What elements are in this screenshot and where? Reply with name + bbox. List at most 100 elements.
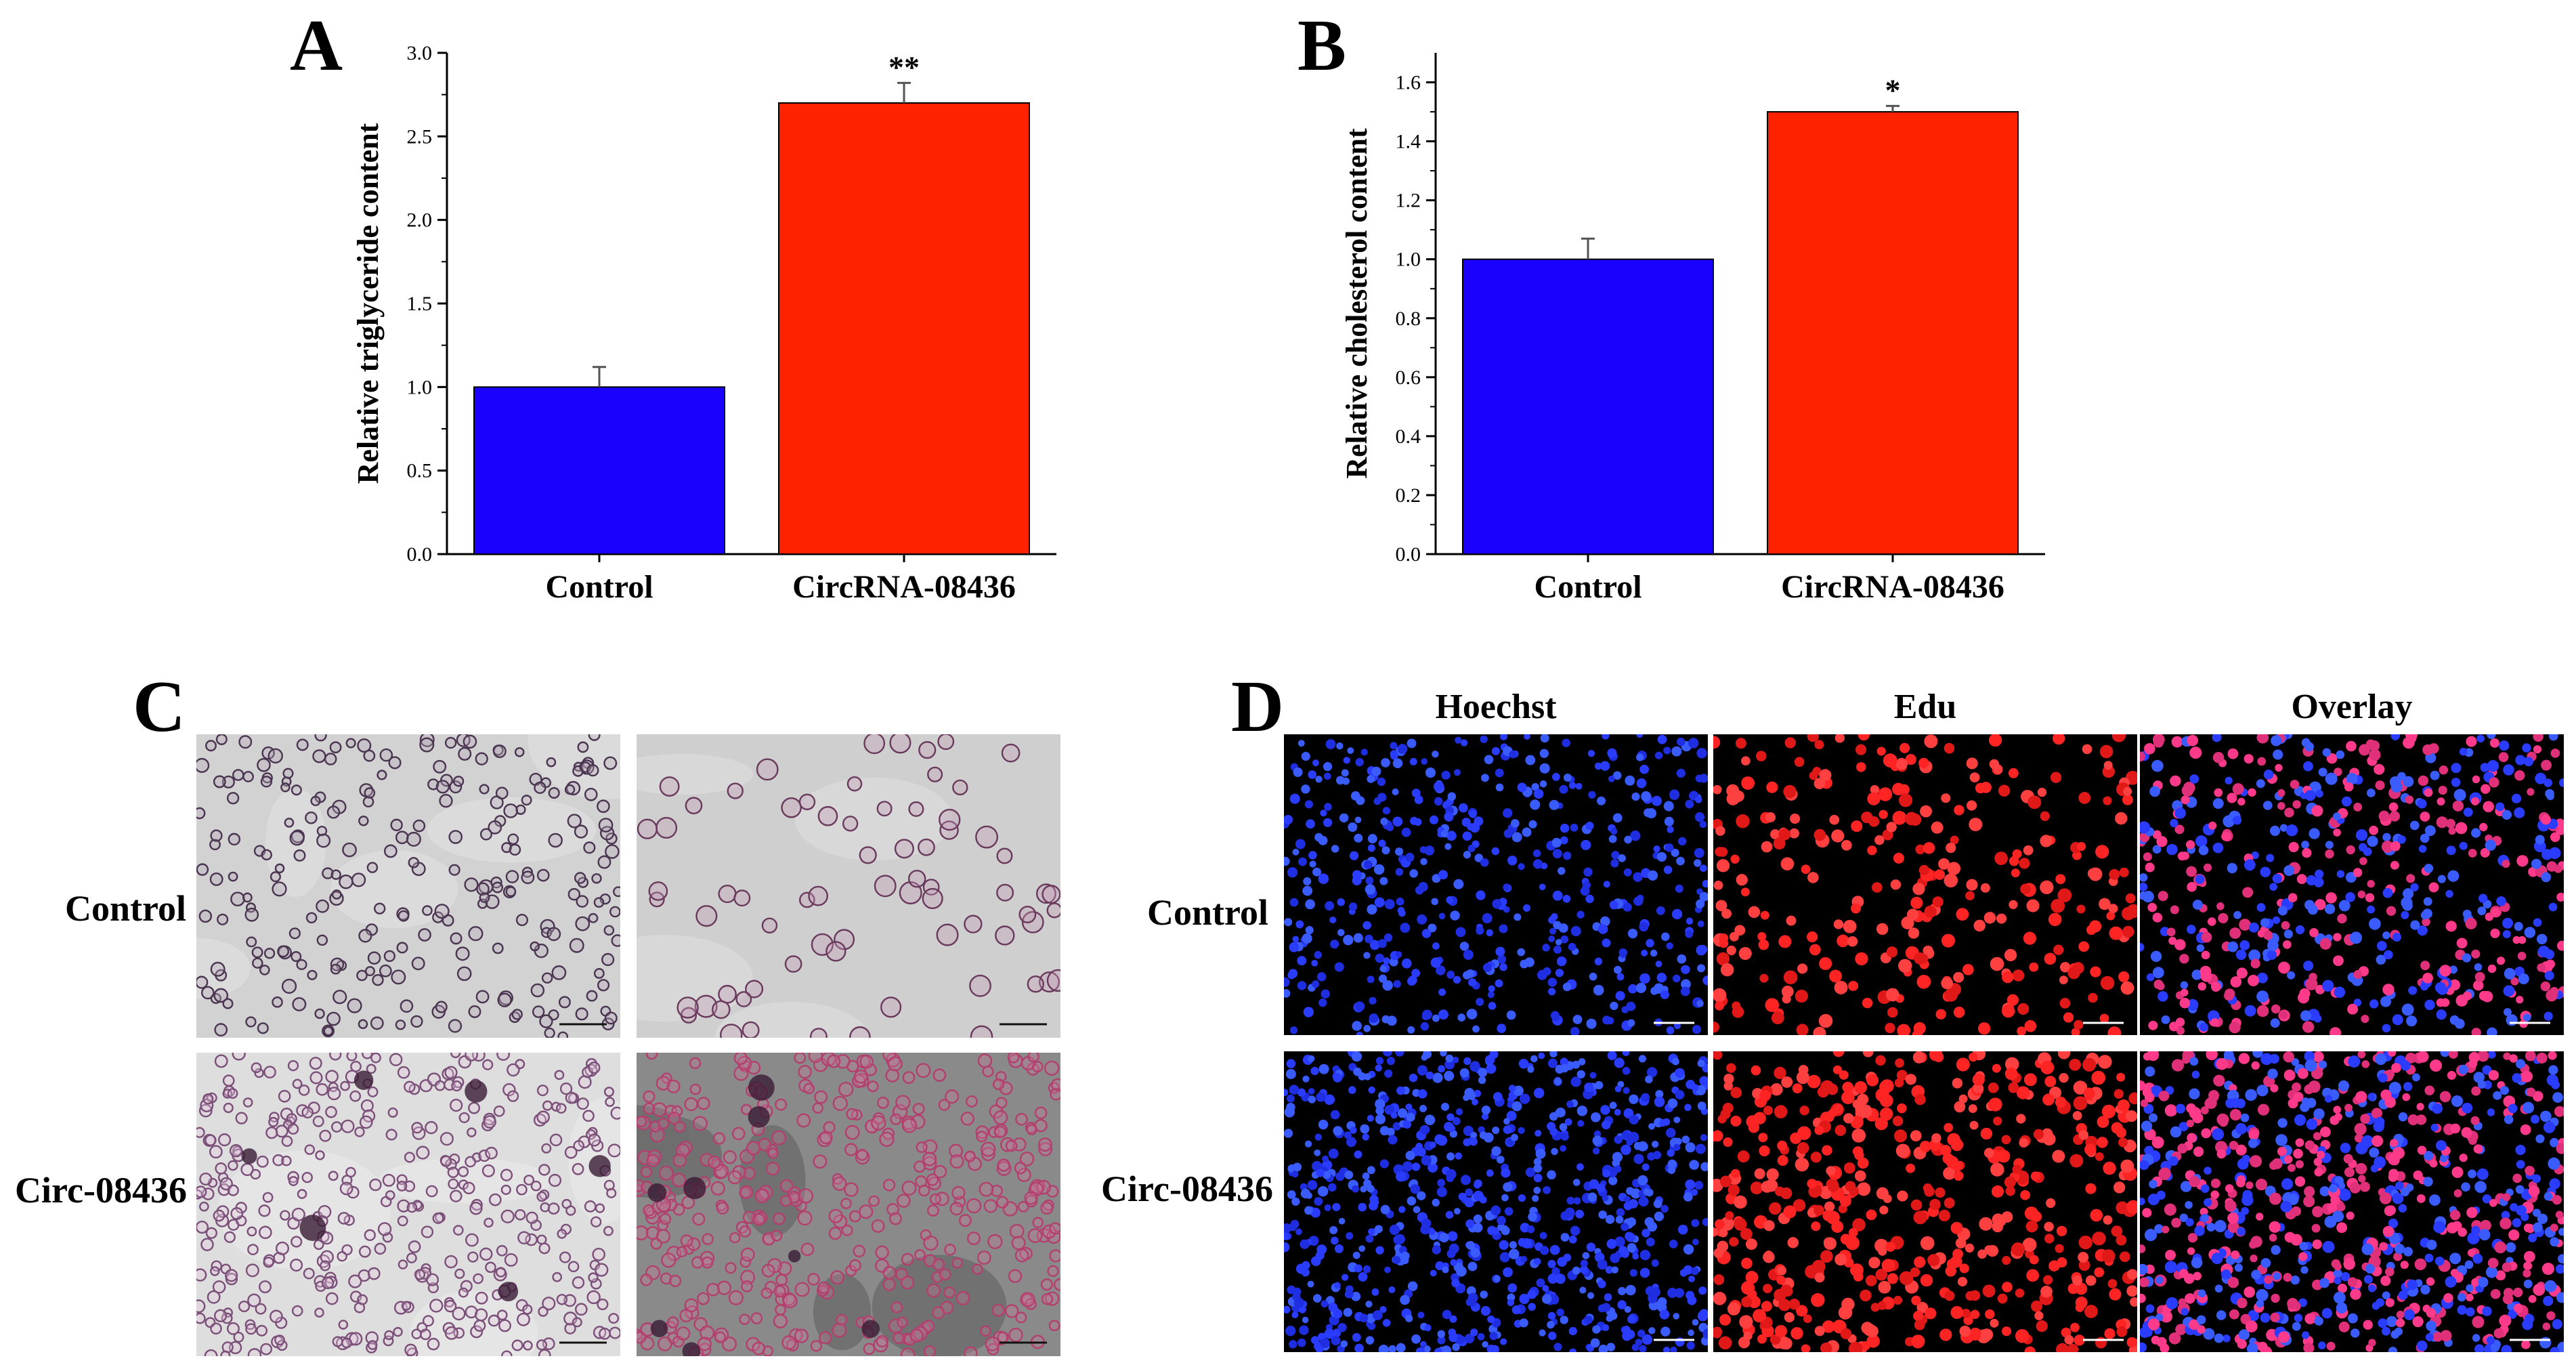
fluorescent-nucleus	[2478, 1277, 2489, 1288]
fluorescent-nucleus	[1637, 1329, 1646, 1338]
micrograph-cell	[261, 849, 273, 861]
fluorescent-nucleus	[1913, 1311, 1924, 1322]
fluorescent-nucleus	[2143, 1328, 2153, 1337]
micrograph-cell	[750, 1312, 763, 1324]
fluorescent-nucleus	[1506, 1138, 1514, 1146]
fluorescent-nucleus	[2344, 782, 2354, 792]
fluorescent-nucleus	[1530, 1055, 1538, 1063]
fluorescent-nucleus	[1719, 933, 1729, 943]
fluorescent-nucleus	[1699, 891, 1708, 902]
micrograph-cell	[1050, 1088, 1060, 1101]
fluorescent-nucleus	[2072, 1111, 2082, 1120]
micrograph-cell	[975, 825, 999, 849]
fluorescent-nucleus	[1360, 1185, 1367, 1193]
micrograph-cell	[578, 1075, 592, 1089]
micrograph-cell	[292, 1078, 303, 1089]
fluorescent-nucleus	[2095, 845, 2109, 859]
micrograph-cell	[358, 929, 372, 943]
fluorescent-nucleus	[1346, 1137, 1356, 1148]
fluorescent-nucleus	[2267, 950, 2277, 960]
fluorescent-nucleus	[2301, 841, 2309, 849]
fluorescent-nucleus	[1807, 872, 1819, 883]
micrograph-cell	[521, 870, 535, 885]
fluorescent-nucleus	[1969, 1328, 1982, 1341]
fluorescent-nucleus	[1511, 1133, 1518, 1141]
chart-b-xtick-label-0: Control	[1534, 569, 1641, 605]
fluorescent-nucleus	[1396, 1343, 1406, 1352]
fluorescent-nucleus	[1694, 859, 1702, 867]
fluorescent-nucleus	[1373, 864, 1385, 875]
fluorescent-nucleus	[1427, 923, 1437, 933]
fluorescent-nucleus	[1511, 832, 1522, 843]
fluorescent-nucleus	[1295, 839, 1306, 849]
fluorescent-nucleus	[2250, 1255, 2258, 1263]
panel-c-circ-low-mag	[196, 1053, 620, 1356]
fluorescent-nucleus	[1866, 1209, 1877, 1221]
micrograph-cell	[836, 1313, 848, 1326]
micrograph-cell	[229, 1144, 243, 1158]
fluorescent-nucleus	[1321, 989, 1330, 998]
fluorescent-nucleus	[1441, 1345, 1452, 1352]
micrograph-cell	[419, 737, 435, 753]
micrograph-cell	[246, 936, 257, 948]
fluorescent-nucleus	[1503, 1182, 1513, 1192]
fluorescent-nucleus	[2109, 926, 2123, 940]
micrograph-cell	[1042, 885, 1060, 904]
fluorescent-nucleus	[2336, 1222, 2348, 1234]
fluorescent-nucleus	[1745, 1271, 1759, 1284]
fluorescent-nucleus	[1438, 1009, 1448, 1020]
fluorescent-nucleus	[1547, 1170, 1556, 1180]
fluorescent-nucleus	[1424, 1114, 1436, 1126]
fluorescent-nucleus	[1345, 1285, 1354, 1294]
micrograph-cell	[605, 844, 620, 859]
fluorescent-nucleus	[2504, 967, 2516, 980]
micrograph-cell	[357, 1294, 368, 1305]
fluorescent-nucleus	[2067, 967, 2080, 980]
fluorescent-nucleus	[1302, 1316, 1309, 1324]
fluorescent-nucleus	[2434, 1256, 2445, 1266]
fluorescent-nucleus	[2073, 1096, 2088, 1110]
fluorescent-nucleus	[1703, 1079, 1708, 1088]
fluorescent-nucleus	[1500, 1225, 1509, 1234]
micrograph-cell	[1047, 1265, 1059, 1277]
fluorescent-nucleus	[1840, 1328, 1852, 1340]
fluorescent-nucleus	[2073, 1080, 2088, 1095]
micrograph-cell	[694, 994, 718, 1018]
fluorescent-nucleus	[1488, 985, 1495, 992]
fluorescent-nucleus	[1306, 819, 1315, 829]
fluorescent-nucleus	[1363, 860, 1373, 869]
fluorescent-nucleus	[1328, 1302, 1337, 1312]
fluorescent-nucleus	[2216, 1149, 2227, 1159]
fluorescent-nucleus	[1885, 1242, 1896, 1252]
micrograph-cell	[739, 1185, 754, 1199]
fluorescent-nucleus	[1444, 1059, 1455, 1070]
micrograph-cell	[689, 1057, 702, 1070]
fluorescent-nucleus	[2535, 1134, 2545, 1143]
fluorescent-nucleus	[1287, 1190, 1296, 1199]
fluorescent-nucleus	[1435, 1261, 1444, 1271]
fluorescent-nucleus	[1629, 1269, 1637, 1277]
fluorescent-nucleus	[2420, 961, 2430, 971]
fluorescent-nucleus	[1533, 1186, 1541, 1194]
fluorescent-nucleus	[1646, 1237, 1655, 1247]
fluorescent-nucleus	[2410, 920, 2420, 930]
micrograph-cell	[697, 1097, 710, 1110]
fluorescent-nucleus	[1631, 792, 1640, 801]
fluorescent-nucleus	[2198, 845, 2209, 856]
fluorescent-nucleus	[1988, 734, 2002, 747]
fluorescent-nucleus	[2292, 800, 2301, 809]
fluorescent-nucleus	[1289, 793, 1300, 804]
fluorescent-nucleus	[2212, 752, 2225, 763]
fluorescent-nucleus	[1552, 849, 1562, 859]
fluorescent-nucleus	[1501, 1168, 1511, 1178]
micrograph-cell	[882, 1278, 896, 1291]
fluorescent-nucleus	[1473, 1190, 1484, 1202]
fluorescent-nucleus	[2377, 941, 2387, 951]
fluorescent-nucleus	[1914, 952, 1926, 965]
fluorescent-nucleus	[1969, 818, 1983, 832]
fluorescent-nucleus	[1813, 778, 1826, 789]
micrograph-cell	[452, 1307, 466, 1321]
micrograph-cell	[582, 1110, 595, 1122]
fluorescent-nucleus	[1417, 1311, 1425, 1319]
micrograph-cell	[485, 1261, 496, 1274]
